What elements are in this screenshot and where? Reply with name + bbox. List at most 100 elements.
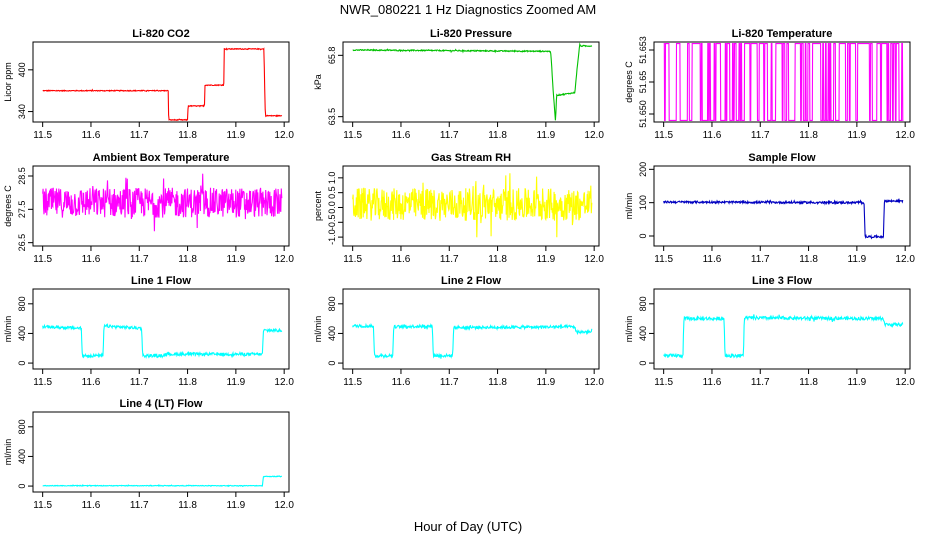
y-tick-label: 800 bbox=[327, 296, 337, 311]
x-tick-label: 11.7 bbox=[130, 254, 149, 265]
y-axis-label: ml/min bbox=[313, 316, 323, 343]
y-axis-label: ml/min bbox=[624, 193, 634, 220]
plot-frame bbox=[653, 288, 911, 370]
plot-frame bbox=[32, 288, 290, 370]
x-tick-label: 11.5 bbox=[33, 377, 52, 388]
x-tick-label: 11.9 bbox=[537, 377, 556, 388]
y-tick-label: 200 bbox=[638, 162, 648, 177]
y-tick-label: 0 bbox=[327, 361, 337, 366]
chart-panel-3: Li-820 Temperature 11.5 11.6 11.7 11.8 11.9 12… bbox=[624, 28, 915, 141]
x-tick-label: 11.5 bbox=[33, 254, 52, 265]
x-tick-label: 12.0 bbox=[895, 254, 915, 265]
x-tick-label: 11.7 bbox=[440, 254, 459, 265]
y-tick-label: 27.5 bbox=[17, 201, 27, 219]
x-tick-label: 11.5 bbox=[343, 130, 362, 141]
x-tick-label: 12.0 bbox=[274, 254, 294, 265]
x-tick-label: 11.9 bbox=[537, 254, 556, 265]
chart-title: Li-820 Pressure bbox=[430, 28, 512, 40]
y-tick-label: 800 bbox=[638, 296, 648, 311]
x-tick-label: 11.6 bbox=[392, 130, 411, 141]
data-series-line bbox=[42, 322, 283, 359]
x-tick-label: 11.9 bbox=[227, 130, 246, 141]
x-tick-label: 11.6 bbox=[82, 500, 101, 511]
y-tick-label: 0 bbox=[638, 361, 648, 366]
y-axis-label: kPa bbox=[313, 74, 323, 90]
x-tick-label: 11.8 bbox=[799, 254, 818, 265]
y-axis-label: degrees C bbox=[624, 61, 634, 103]
x-tick-label: 12.0 bbox=[584, 377, 604, 388]
data-series-line bbox=[42, 173, 283, 232]
y-tick-label: 800 bbox=[17, 296, 27, 311]
x-tick-label: 11.5 bbox=[343, 377, 362, 388]
x-tick-label: 12.0 bbox=[274, 500, 294, 511]
y-tick-label: 0 bbox=[638, 233, 648, 238]
plot-frame bbox=[32, 411, 290, 493]
x-tick-label: 11.7 bbox=[440, 130, 459, 141]
x-tick-label: 12.0 bbox=[584, 254, 604, 265]
x-tick-label: 11.7 bbox=[130, 377, 149, 388]
chart-title: Li-820 Temperature bbox=[732, 28, 833, 40]
plot-frame bbox=[342, 41, 600, 123]
x-tick-label: 11.7 bbox=[130, 500, 149, 511]
figure-title: NWR_080221 1 Hz Diagnostics Zoomed AM bbox=[340, 2, 597, 17]
chart-panel-5: Gas Stream RH 11.5 11.6 11.7 11.8 11.9 12.0 -1.… bbox=[313, 152, 604, 265]
y-tick-label: 340 bbox=[17, 104, 27, 119]
x-tick-label: 11.8 bbox=[178, 254, 197, 265]
y-tick-label: 51.650 bbox=[638, 100, 648, 128]
x-tick-label: 11.5 bbox=[343, 254, 362, 265]
x-tick-label: 11.7 bbox=[751, 130, 770, 141]
x-tick-label: 11.6 bbox=[392, 254, 411, 265]
x-tick-label: 12.0 bbox=[274, 377, 294, 388]
chart-title: Li-820 CO2 bbox=[132, 28, 189, 40]
y-tick-label: 1.0 bbox=[327, 172, 337, 185]
plot-frame bbox=[32, 41, 290, 123]
y-tick-label: 51.65 bbox=[638, 71, 648, 94]
x-tick-label: 11.7 bbox=[130, 130, 149, 141]
x-tick-label: 11.9 bbox=[227, 254, 246, 265]
y-tick-label: 800 bbox=[17, 419, 27, 434]
plot-frame bbox=[32, 165, 290, 247]
y-axis-label: ml/min bbox=[3, 439, 13, 466]
x-tick-label: 11.8 bbox=[799, 130, 818, 141]
x-tick-label: 11.7 bbox=[440, 377, 459, 388]
y-tick-label: 28.5 bbox=[17, 167, 27, 185]
x-tick-label: 11.8 bbox=[488, 254, 507, 265]
y-tick-label: 400 bbox=[327, 326, 337, 341]
chart-panel-7: Line 1 Flow 11.5 11.6 11.7 11.8 11.9 12.0 0 400 8… bbox=[3, 275, 294, 388]
chart-title: Ambient Box Temperature bbox=[93, 152, 230, 164]
x-tick-label: 11.5 bbox=[654, 130, 673, 141]
y-tick-label: 100 bbox=[638, 195, 648, 210]
y-tick-label: 65.8 bbox=[327, 47, 337, 65]
data-series-line bbox=[42, 475, 283, 488]
y-tick-label: 51.653 bbox=[638, 36, 648, 64]
x-tick-label: 11.5 bbox=[33, 130, 52, 141]
chart-panel-8: Line 2 Flow 11.5 11.6 11.7 11.8 11.9 12.0 0 400 8… bbox=[313, 275, 604, 388]
x-tick-label: 11.8 bbox=[178, 377, 197, 388]
y-tick-label: 400 bbox=[17, 449, 27, 464]
x-tick-label: 12.0 bbox=[895, 377, 915, 388]
x-tick-label: 11.6 bbox=[392, 377, 411, 388]
x-tick-label: 11.8 bbox=[799, 377, 818, 388]
data-series-line bbox=[663, 198, 904, 240]
data-series-line bbox=[663, 43, 904, 121]
y-tick-label: 0 bbox=[17, 361, 27, 366]
chart-title: Line 4 (LT) Flow bbox=[120, 398, 203, 410]
y-tick-label: 400 bbox=[638, 326, 648, 341]
x-tick-label: 11.6 bbox=[703, 130, 722, 141]
data-series-line bbox=[663, 314, 904, 359]
chart-panel-4: Ambient Box Temperature 11.5 11.6 11.7 11.8 1… bbox=[3, 152, 294, 265]
chart-panel-2: Li-820 Pressure 11.5 11.6 11.7 11.8 11.9 12.0 6… bbox=[313, 28, 604, 141]
x-tick-label: 11.5 bbox=[654, 254, 673, 265]
x-tick-label: 11.9 bbox=[848, 254, 867, 265]
chart-title: Line 1 Flow bbox=[131, 275, 191, 287]
chart-title: Gas Stream RH bbox=[431, 152, 511, 164]
chart-panel-10: Line 4 (LT) Flow 11.5 11.6 11.7 11.8 11.9 12.0… bbox=[3, 398, 294, 511]
y-axis-label: percent bbox=[313, 190, 323, 221]
chart-panel-6: Sample Flow 11.5 11.6 11.7 11.8 11.9 12.0 0 100 2… bbox=[624, 152, 915, 265]
x-tick-label: 11.6 bbox=[82, 254, 101, 265]
plot-frame bbox=[342, 288, 600, 370]
y-axis-label: ml/min bbox=[3, 316, 13, 343]
x-tick-label: 11.9 bbox=[848, 130, 867, 141]
plot-frame bbox=[653, 165, 911, 247]
x-tick-label: 12.0 bbox=[895, 130, 915, 141]
